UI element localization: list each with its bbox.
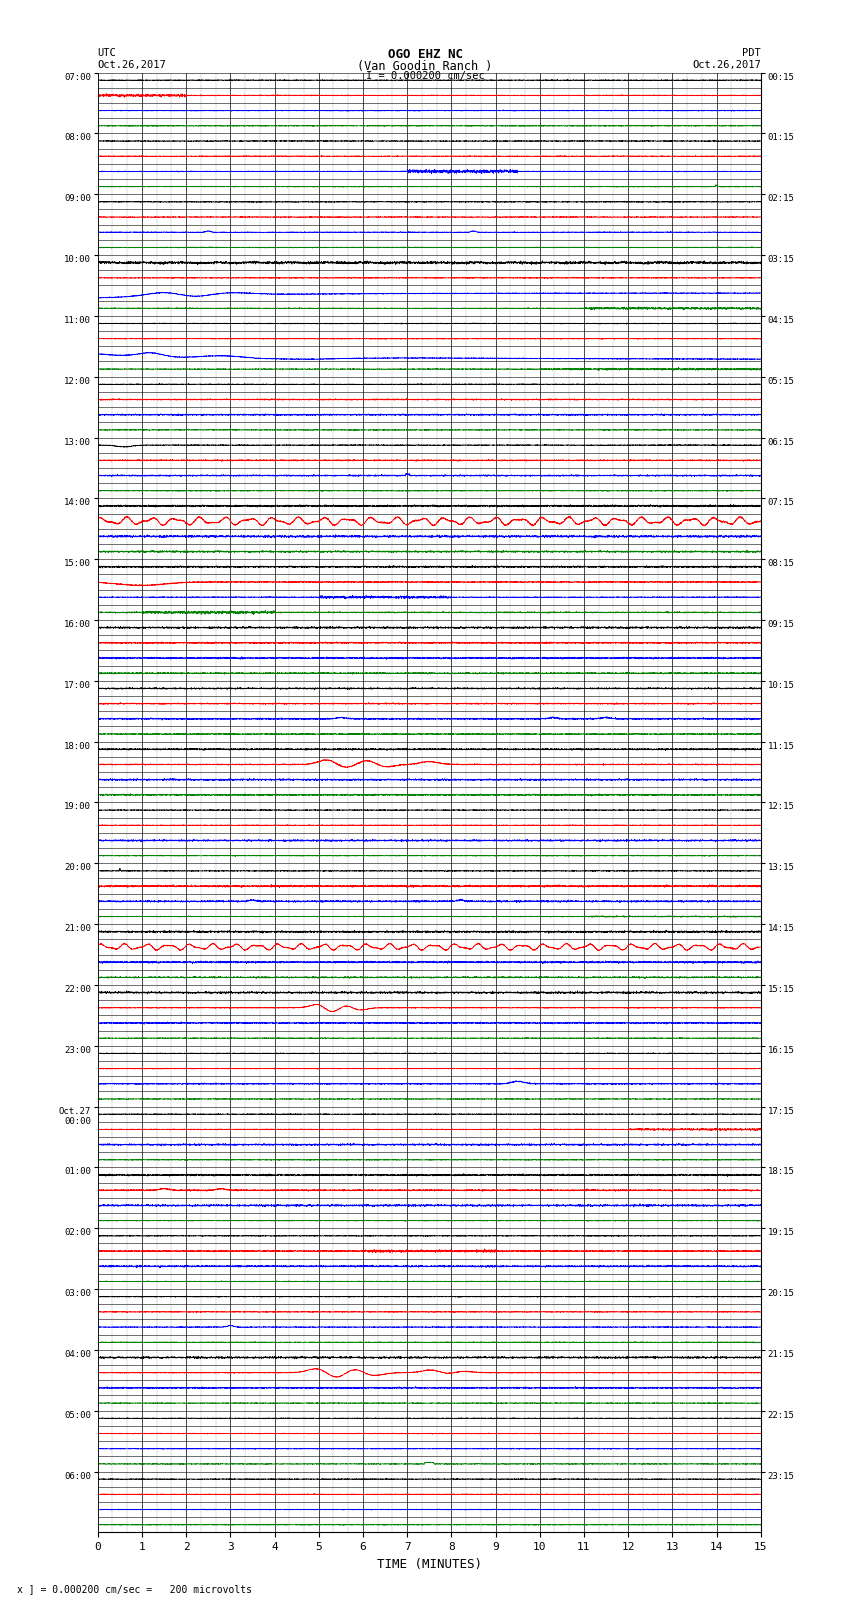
Text: UTC: UTC xyxy=(98,48,116,58)
Text: Oct.26,2017: Oct.26,2017 xyxy=(692,60,761,69)
Text: PDT: PDT xyxy=(742,48,761,58)
Text: OGO EHZ NC: OGO EHZ NC xyxy=(388,48,462,61)
Text: I = 0.000200 cm/sec: I = 0.000200 cm/sec xyxy=(366,71,484,81)
Text: (Van Goodin Ranch ): (Van Goodin Ranch ) xyxy=(357,60,493,73)
X-axis label: TIME (MINUTES): TIME (MINUTES) xyxy=(377,1558,482,1571)
Text: x ] = 0.000200 cm/sec =   200 microvolts: x ] = 0.000200 cm/sec = 200 microvolts xyxy=(17,1584,252,1594)
Text: Oct.26,2017: Oct.26,2017 xyxy=(98,60,167,69)
